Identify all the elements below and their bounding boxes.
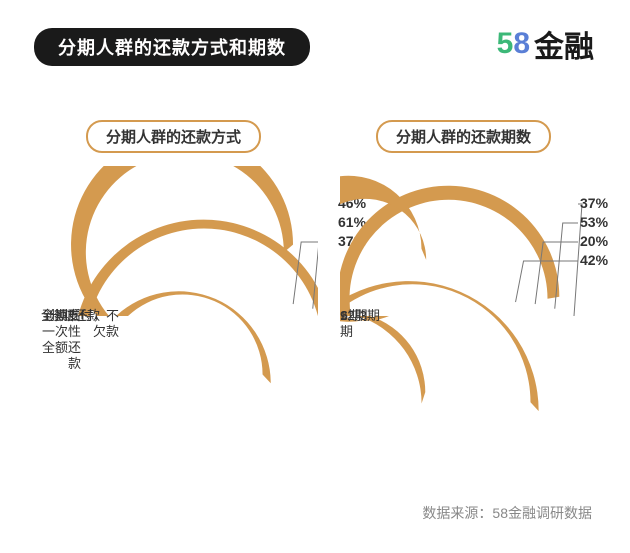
right-chart-label-3: 3期: [340, 308, 380, 324]
right-chart-value-0: 37%: [580, 195, 608, 211]
left-chart-label-2: 全额支付，不欠款: [38, 308, 119, 340]
right-chart-ring-1: [340, 186, 559, 316]
right-chart-svg: [340, 166, 620, 496]
brand-text: 金融: [534, 22, 594, 66]
footer-source: 数据来源：58金融调研数据: [422, 503, 592, 523]
right-chart-value-1: 53%: [580, 214, 608, 230]
left-chart-subtitle: 分期人群的还款方式: [86, 120, 261, 153]
page: 分期人群的还款方式和期数 58 金融 分期人群的还款方式 分期人群的还款期数 到…: [0, 0, 630, 553]
right-chart-ring-0: [340, 281, 539, 411]
brand-digit-1: 5: [497, 27, 514, 61]
left-chart-ring-2: [116, 291, 271, 383]
right-chart-ring-2: [358, 316, 425, 403]
right-chart-value-3: 42%: [580, 252, 608, 268]
page-title: 分期人群的还款方式和期数: [34, 28, 310, 66]
brand-logo: 58 金融: [497, 22, 594, 66]
brand-digit-2: 8: [513, 27, 530, 61]
right-chart: 12期37%9期53%6期20%3期42%: [340, 166, 620, 496]
left-chart: 到期后一次性全额还款46%分期还款61%全额支付，不欠款37%: [38, 166, 318, 496]
right-chart-subtitle: 分期人群的还款期数: [376, 120, 551, 153]
right-chart-value-2: 20%: [580, 233, 608, 249]
